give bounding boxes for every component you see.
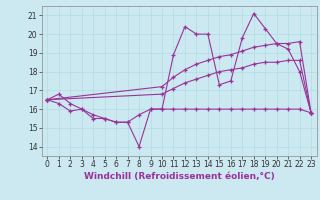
X-axis label: Windchill (Refroidissement éolien,°C): Windchill (Refroidissement éolien,°C) [84, 172, 275, 181]
